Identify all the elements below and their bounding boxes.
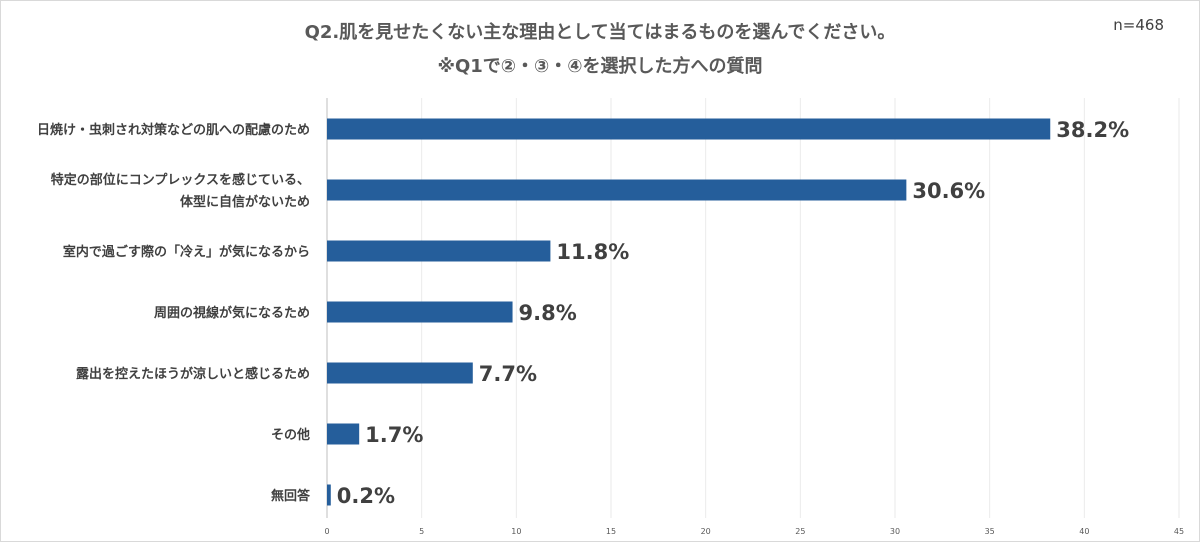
bar	[327, 301, 513, 323]
category-label: 特定の部位にコンプレックスを感じている、	[51, 172, 310, 188]
chart-title: Q2.肌を見せたくない主な理由として当てはまるものを選んでください。	[304, 22, 896, 43]
value-label: 30.6%	[912, 179, 985, 203]
x-tick-label: 20	[701, 527, 711, 536]
value-label: 0.2%	[337, 484, 395, 508]
sample-size-label: n=468	[1113, 16, 1164, 34]
category-label: その他	[271, 427, 310, 443]
value-label: 1.7%	[365, 423, 423, 447]
x-tick-label: 0	[324, 527, 329, 536]
category-label: 露出を控えたほうが涼しいと感じるため	[76, 366, 310, 382]
bar	[327, 484, 331, 506]
bar	[327, 179, 907, 201]
value-label: 11.8%	[556, 240, 629, 264]
category-label: 室内で過ごす際の「冷え」が気になるから	[63, 244, 310, 260]
chart-subtitle: ※Q1で②・③・④を選択した方への質問	[437, 56, 763, 77]
x-tick-label: 35	[985, 527, 995, 536]
category-label: 体型に自信がないため	[180, 194, 310, 210]
value-label: 38.2%	[1056, 118, 1129, 142]
x-tick-label: 30	[890, 527, 900, 536]
category-label: 無回答	[271, 488, 311, 504]
category-label: 周囲の視線が気になるため	[154, 305, 310, 321]
bar	[327, 423, 360, 445]
x-tick-label: 45	[1174, 527, 1184, 536]
x-tick-label: 15	[606, 527, 616, 536]
x-tick-label: 25	[795, 527, 805, 536]
bar	[327, 240, 551, 262]
bar	[327, 118, 1051, 140]
x-tick-label: 40	[1079, 527, 1089, 536]
value-label: 9.8%	[519, 301, 577, 325]
bar	[327, 362, 473, 384]
x-tick-label: 5	[419, 527, 424, 536]
category-label: 日焼け・虫刺され対策などの肌への配慮のため	[37, 122, 310, 138]
value-label: 7.7%	[479, 362, 537, 386]
x-tick-label: 10	[511, 527, 521, 536]
